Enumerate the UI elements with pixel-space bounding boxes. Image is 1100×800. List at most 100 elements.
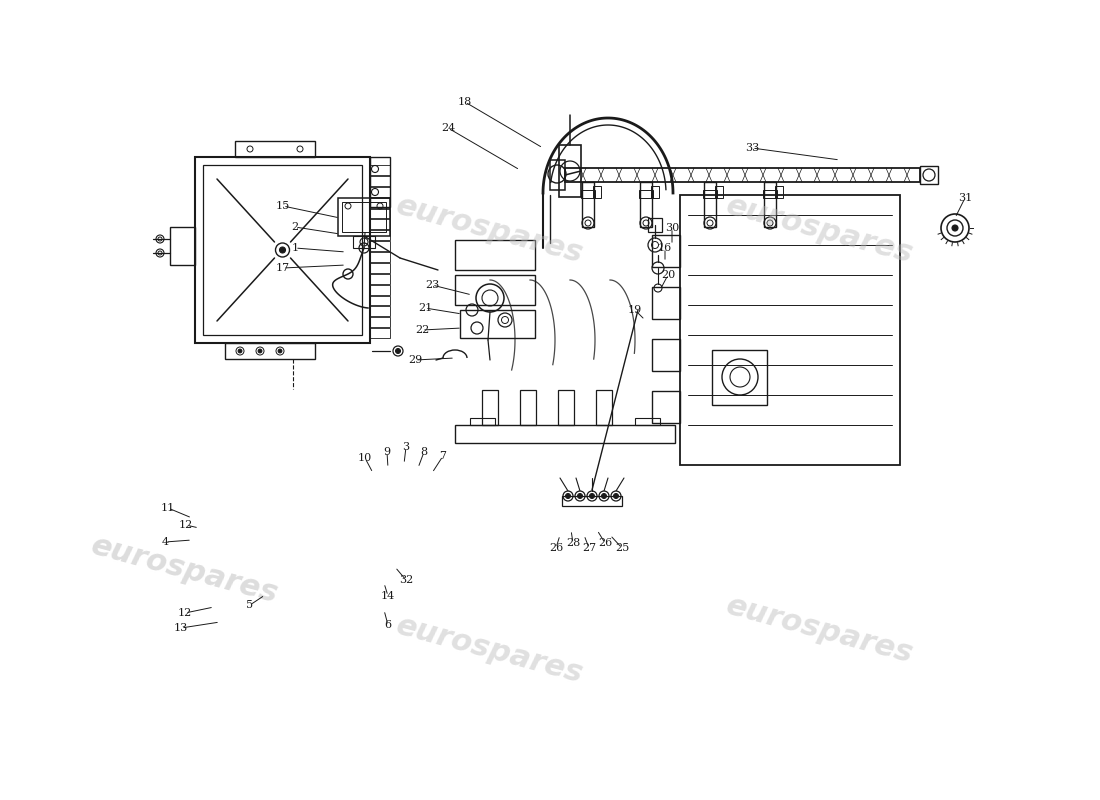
Bar [370,318,390,327]
Text: eurospares: eurospares [723,591,916,669]
Bar [195,157,370,343]
Bar [235,141,315,157]
Text: 10: 10 [358,453,372,463]
Text: 17: 17 [276,263,290,273]
Text: eurospares: eurospares [393,611,586,689]
Bar [370,198,390,207]
Bar [593,186,601,198]
Bar [342,202,386,232]
Bar [651,186,659,198]
Bar [370,328,390,338]
Bar [455,425,675,443]
Bar [776,186,783,198]
Bar [652,339,680,371]
Bar [920,166,938,184]
Bar [596,390,612,425]
Text: 26: 26 [549,543,563,553]
Bar [370,157,390,207]
Bar [370,230,390,240]
Circle shape [238,349,242,353]
Bar [370,209,390,218]
Circle shape [258,349,262,353]
Bar [704,182,716,227]
Bar [712,350,767,405]
Bar [715,186,723,198]
Text: eurospares: eurospares [723,191,916,269]
Bar [680,195,900,465]
Text: 6: 6 [384,620,392,630]
Bar [562,496,622,506]
Circle shape [278,349,282,353]
Circle shape [578,494,583,498]
Text: 12: 12 [179,520,194,530]
Bar [370,285,390,294]
Bar [652,287,680,319]
Bar [559,145,581,197]
Circle shape [952,225,958,231]
Text: 22: 22 [415,325,429,335]
Bar [652,235,680,267]
Circle shape [602,494,606,498]
Text: 8: 8 [420,447,428,457]
Bar [370,263,390,273]
Bar [558,390,574,425]
Text: 4: 4 [162,537,168,547]
Text: 15: 15 [276,201,290,211]
Bar [370,219,390,230]
Text: 21: 21 [418,303,432,313]
Bar [764,182,776,227]
Bar [460,310,535,338]
Circle shape [396,349,400,354]
Text: 2: 2 [292,222,298,232]
Bar [370,165,390,175]
Bar [763,190,777,198]
Text: 11: 11 [161,503,175,513]
Bar [370,295,390,306]
Bar [455,240,535,270]
Text: 26: 26 [598,538,612,548]
Text: 28: 28 [565,538,580,548]
Text: 13: 13 [174,623,188,633]
Bar [648,218,662,232]
Bar [338,198,390,236]
Text: 20: 20 [661,270,675,280]
Text: 23: 23 [425,280,439,290]
Bar [370,306,390,316]
Text: 7: 7 [440,451,447,461]
Bar [703,190,717,198]
Text: 18: 18 [458,97,472,107]
Bar [550,160,565,190]
Text: 33: 33 [745,143,759,153]
Text: 29: 29 [408,355,422,365]
Text: 27: 27 [582,543,596,553]
Bar [370,274,390,284]
Text: 16: 16 [658,243,672,253]
Text: 30: 30 [664,223,679,233]
Bar [370,241,390,251]
Text: 31: 31 [958,193,972,203]
Text: 24: 24 [441,123,455,133]
Bar [226,343,315,359]
Bar [455,275,535,305]
Bar [470,418,495,425]
Text: 12: 12 [178,608,192,618]
Text: 14: 14 [381,591,395,601]
Bar [582,182,594,227]
Text: 32: 32 [399,575,414,585]
Text: eurospares: eurospares [88,531,282,609]
Text: eurospares: eurospares [393,191,586,269]
Circle shape [590,494,594,498]
Bar [170,227,195,265]
Text: 1: 1 [292,243,298,253]
Bar [370,176,390,186]
Bar [370,252,390,262]
Text: 3: 3 [403,442,409,452]
Text: 19: 19 [628,305,642,315]
Bar [370,186,390,197]
Circle shape [614,494,618,498]
Bar [204,165,362,335]
Bar [353,236,375,248]
Bar [635,418,660,425]
Bar [581,190,595,198]
Bar [565,168,920,182]
